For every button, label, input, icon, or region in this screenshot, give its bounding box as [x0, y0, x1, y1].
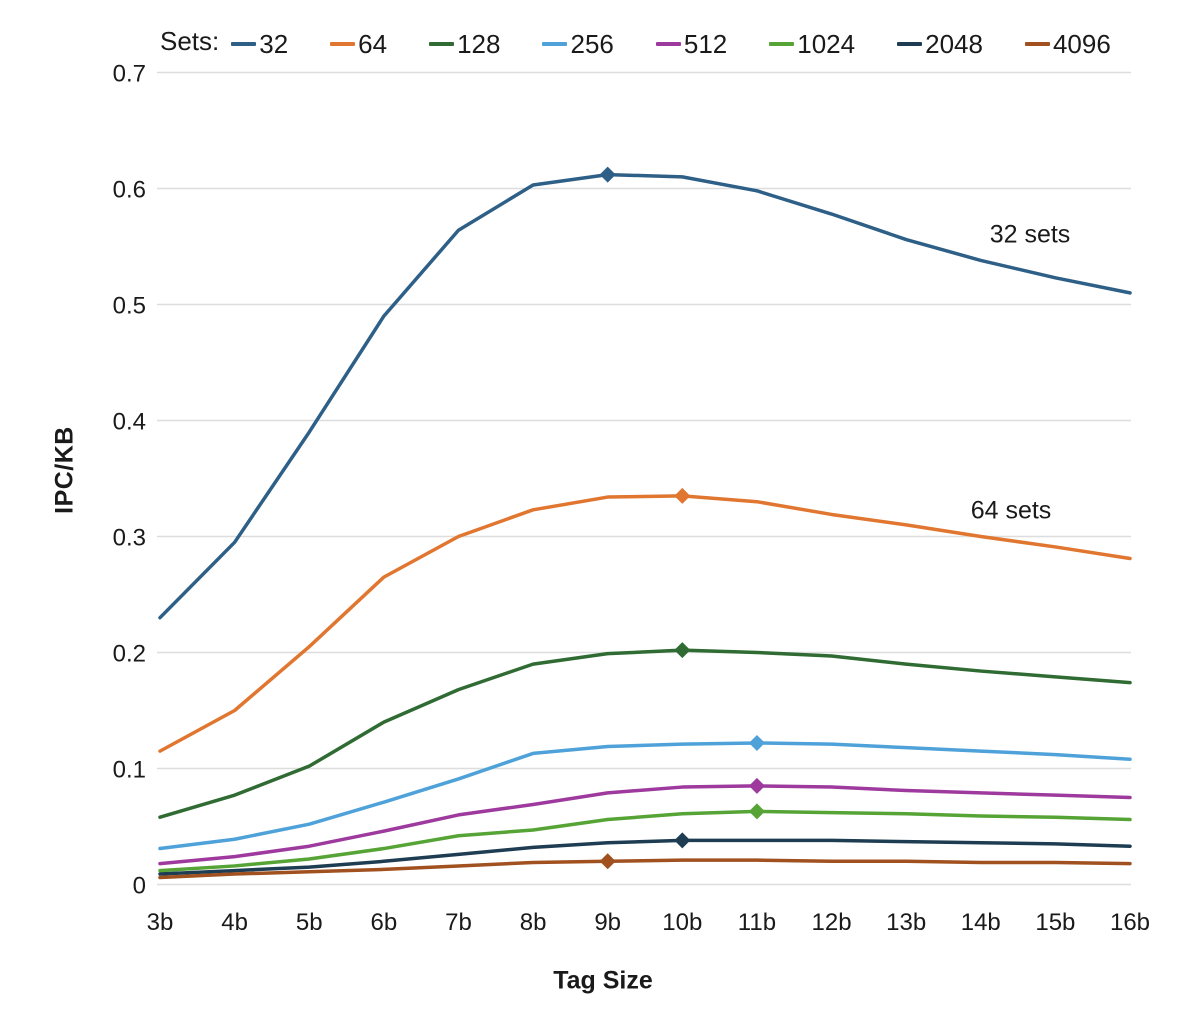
legend-item-1024[interactable]: 1024 [769, 31, 855, 57]
series-line-2048[interactable] [158, 838, 1132, 876]
y-tick-label-0: 0 [133, 873, 146, 900]
chart-legend: Sets: 32 64 128 256 512 1024 2048 4096 [160, 24, 1153, 58]
legend-item-64[interactable]: 64 [330, 31, 387, 57]
legend-item-4096[interactable]: 4096 [1024, 29, 1111, 59]
legend-swatch-icon [330, 42, 356, 46]
series-line-4096[interactable] [158, 858, 1132, 880]
legend-label: 128 [457, 29, 501, 59]
x-tick-label-15b: 15b [1035, 909, 1075, 936]
series-marker-64[interactable] [674, 487, 691, 504]
legend-label: 32 [259, 29, 289, 59]
legend-label: 256 [570, 29, 614, 59]
legend-items: 32 64 128 256 512 1024 2048 4096 [231, 24, 1153, 57]
legend-label: 64 [358, 29, 388, 59]
y-tick-label-0.5: 0.5 [113, 293, 146, 320]
y-tick-label-0.1: 0.1 [113, 757, 146, 784]
x-tick-label-8b: 8b [520, 909, 547, 936]
x-tick-label-6b: 6b [370, 909, 397, 936]
legend-swatch-icon [769, 42, 795, 46]
legend-item-2048[interactable]: 2048 [897, 31, 983, 57]
series-marker-2048[interactable] [674, 832, 691, 849]
legend-label: 512 [683, 29, 728, 59]
series-marker-128[interactable] [674, 642, 691, 659]
y-tick-label-0.7: 0.7 [113, 61, 146, 88]
annotation-64-sets: 64 sets [970, 496, 1052, 525]
x-tick-label-14b: 14b [961, 909, 1001, 936]
series-line-128[interactable] [158, 648, 1132, 819]
y-tick-label-0.4: 0.4 [113, 409, 146, 436]
series-marker-512[interactable] [748, 777, 765, 794]
x-tick-label-13b: 13b [886, 909, 926, 936]
x-tick-label-5b: 5b [296, 909, 323, 936]
legend-label: 2048 [925, 29, 983, 59]
legend-swatch-icon [231, 42, 257, 46]
y-tick-label-0.6: 0.6 [113, 177, 146, 204]
series-marker-32[interactable] [599, 166, 616, 183]
y-tick-label-0.2: 0.2 [113, 641, 146, 668]
series-line-64[interactable] [158, 494, 1132, 753]
series-line-1024[interactable] [158, 809, 1132, 873]
x-tick-label-16b: 16b [1110, 909, 1150, 936]
series-marker-256[interactable] [748, 734, 765, 751]
legend-label: 4096 [1052, 29, 1111, 59]
legend-title: Sets: [160, 25, 220, 56]
legend-swatch-icon [897, 42, 923, 46]
series-line-256[interactable] [158, 741, 1132, 851]
legend-item-256[interactable]: 256 [542, 29, 614, 59]
x-tick-label-9b: 9b [594, 909, 621, 936]
legend-swatch-icon [429, 42, 455, 46]
series-marker-4096[interactable] [599, 853, 616, 870]
series-marker-1024[interactable] [748, 803, 765, 820]
legend-swatch-icon [1024, 42, 1050, 46]
series-line-32[interactable] [158, 172, 1132, 620]
x-tick-label-7b: 7b [445, 909, 472, 936]
legend-item-32[interactable]: 32 [231, 31, 288, 57]
x-tick-label-4b: 4b [221, 909, 248, 936]
x-tick-label-10b: 10b [662, 909, 702, 936]
x-tick-label-11b: 11b [738, 909, 776, 936]
legend-item-128[interactable]: 128 [429, 31, 500, 57]
x-axis-title: Tag Size [553, 966, 653, 995]
series-line-512[interactable] [158, 784, 1132, 866]
y-tick-label-0.3: 0.3 [113, 525, 146, 552]
x-tick-label-12b: 12b [812, 909, 852, 936]
legend-swatch-icon [655, 42, 681, 46]
legend-swatch-icon [542, 42, 568, 46]
x-tick-label-3b: 3b [147, 909, 174, 936]
legend-label: 1024 [797, 29, 856, 59]
legend-item-512[interactable]: 512 [655, 29, 728, 59]
annotation-32-sets: 32 sets [989, 220, 1071, 249]
